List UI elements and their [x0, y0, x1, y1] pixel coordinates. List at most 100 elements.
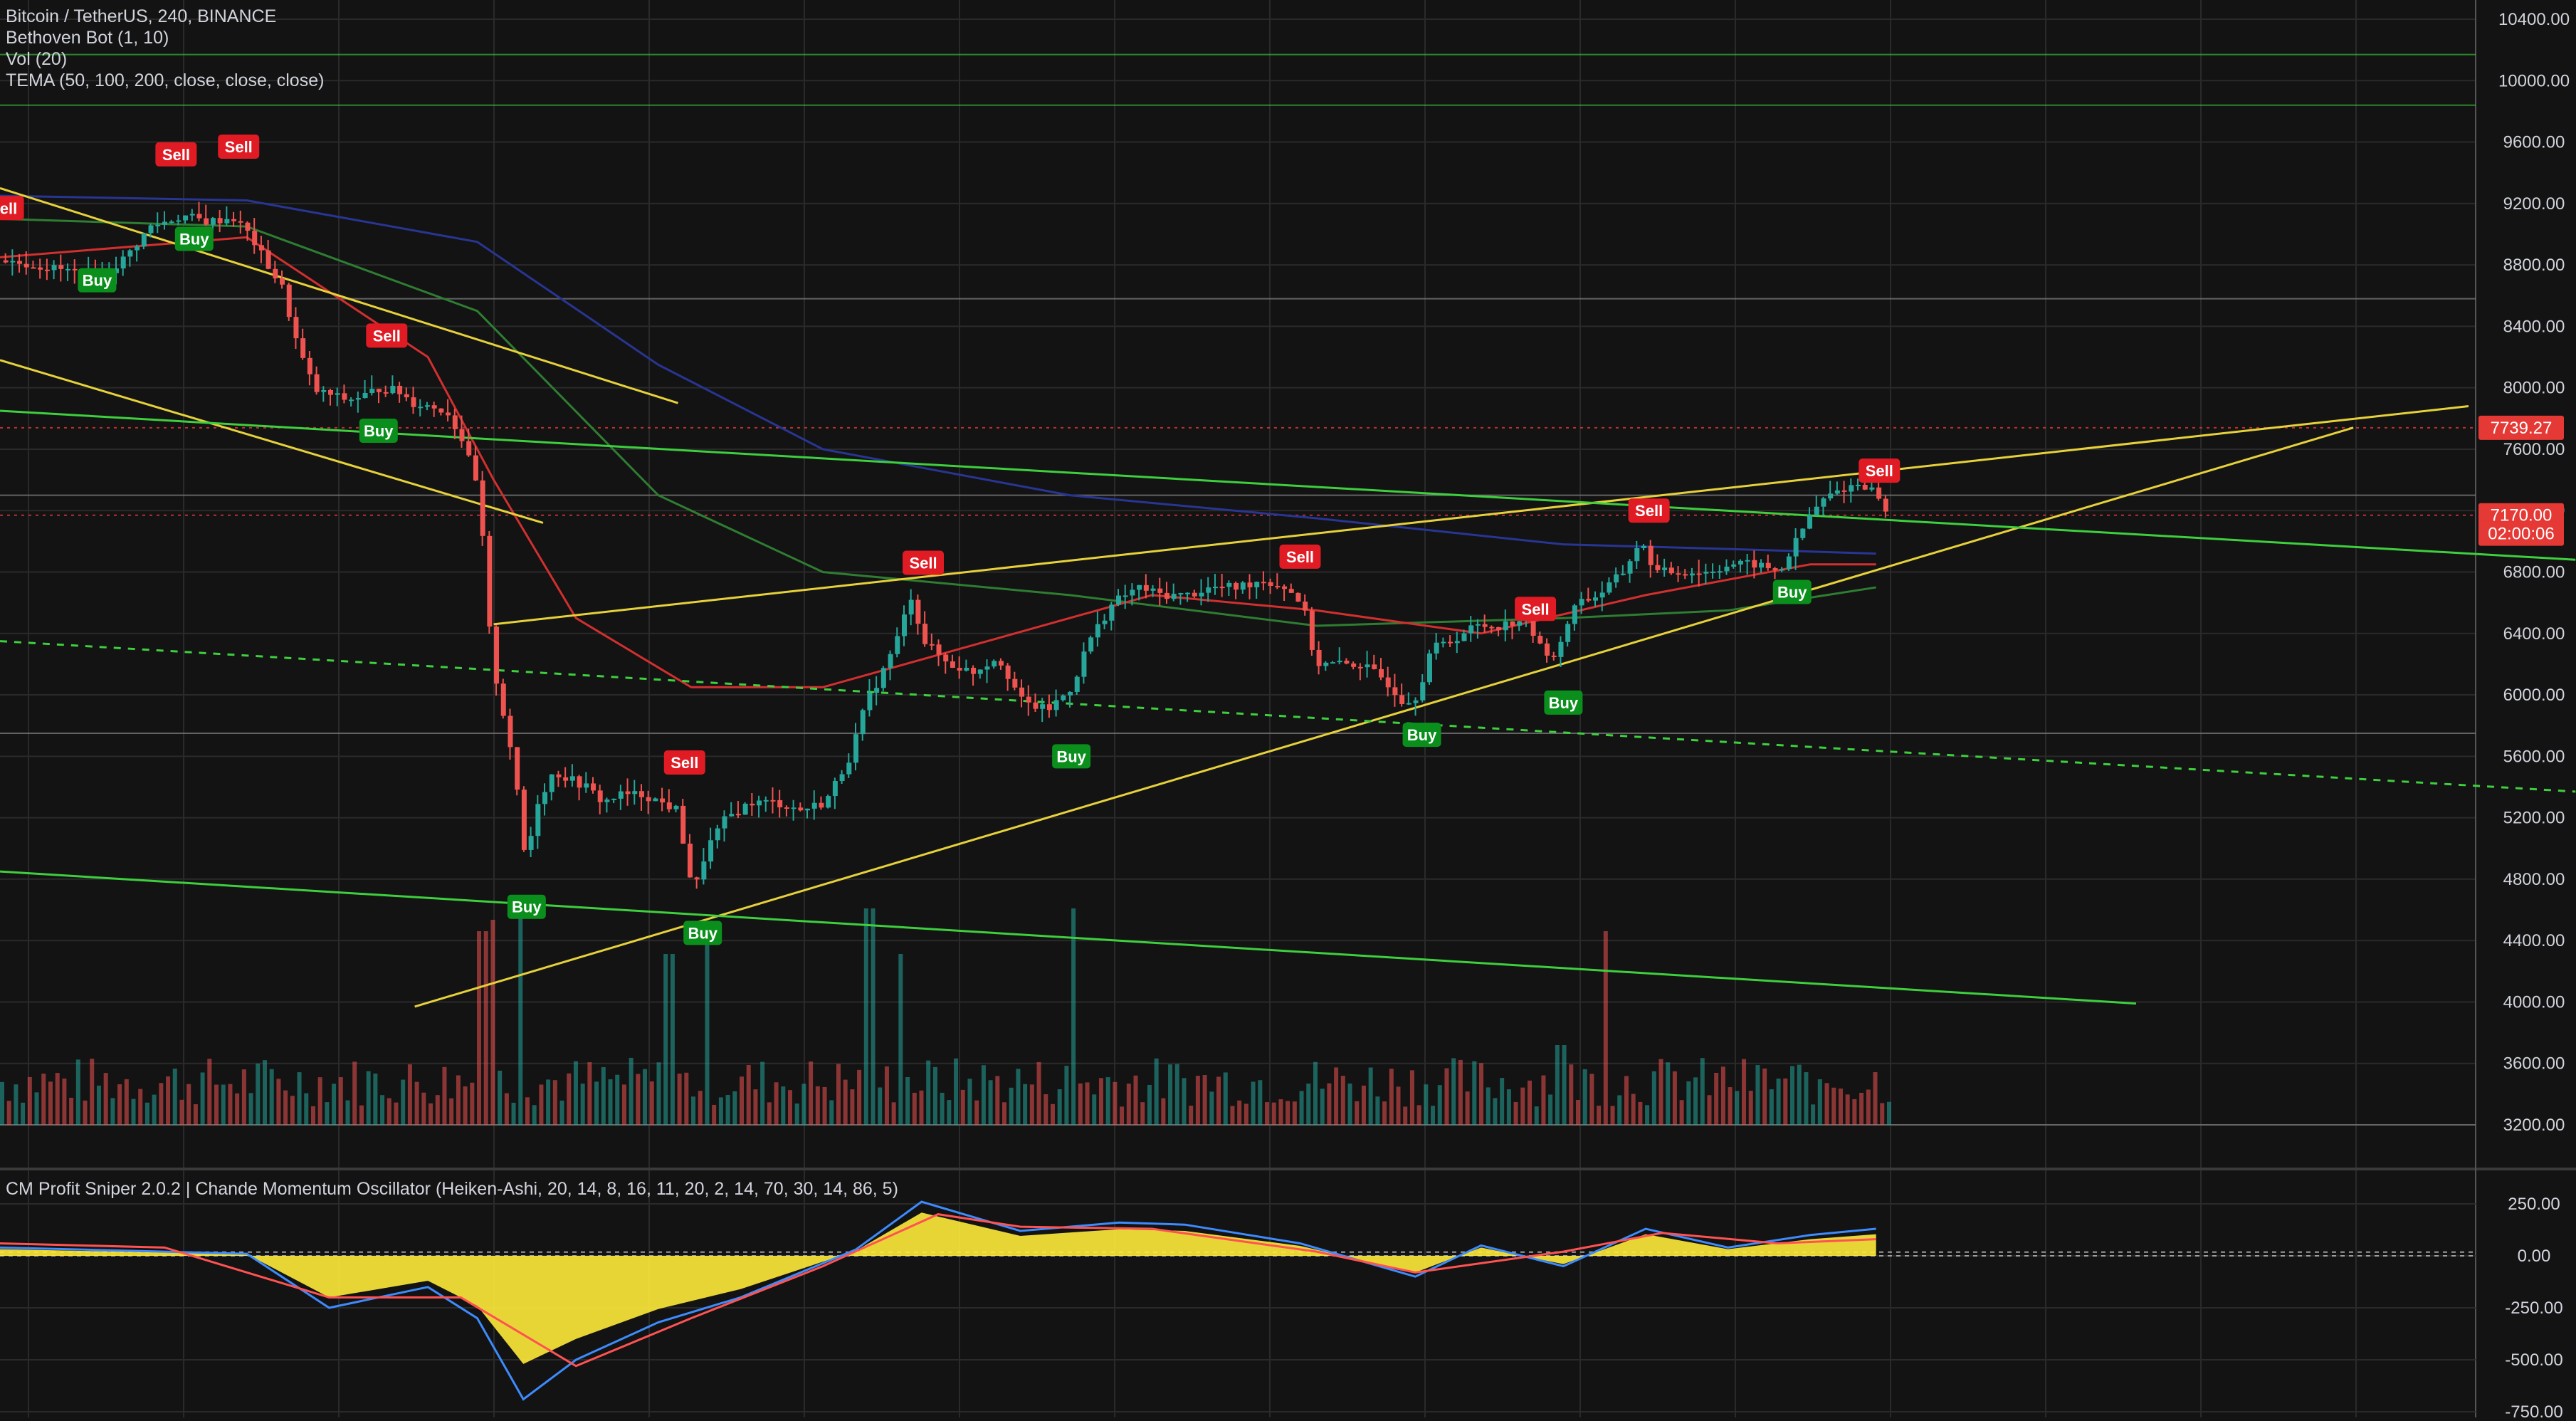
volume-bar: [1416, 1105, 1421, 1125]
candle-body: [113, 268, 119, 273]
candle-body: [321, 389, 327, 392]
volume-bar: [1500, 1078, 1505, 1125]
volume-bar: [691, 1096, 696, 1125]
volume-bar: [1679, 1100, 1684, 1125]
price-axis-tick: 10400.00: [2498, 10, 2570, 29]
volume-bar: [228, 1084, 233, 1125]
candle-body: [431, 405, 437, 409]
volume-bar: [1161, 1098, 1166, 1125]
volume-bar: [587, 1062, 592, 1125]
candle-body: [1323, 662, 1329, 666]
candle-body: [141, 233, 147, 247]
signal-label: Buy: [688, 924, 717, 942]
volume-bar: [794, 1103, 799, 1125]
volume-bar: [1174, 1064, 1179, 1125]
price-axis-tick: 9200.00: [2503, 194, 2565, 214]
volume-bar: [629, 1057, 634, 1125]
candle-body: [335, 393, 340, 395]
volume-bar: [781, 1086, 786, 1125]
sell-signal: Sell: [1628, 498, 1670, 523]
volume-bar: [1292, 1101, 1297, 1125]
candle-body: [418, 407, 424, 409]
volume-bar: [1824, 1083, 1829, 1125]
volume-bar: [325, 1102, 330, 1125]
candle-body: [176, 220, 182, 222]
candle-body: [1426, 653, 1432, 683]
candle-body: [1074, 676, 1080, 692]
price-tag: 7170.00: [2478, 503, 2564, 528]
volume-bar: [1098, 1078, 1103, 1125]
candle-body: [1040, 704, 1046, 709]
symbol-title[interactable]: Bitcoin / TetherUS, 240, BINANCE: [6, 6, 277, 26]
candle-body: [528, 836, 534, 850]
candle-body: [500, 683, 506, 716]
candle-body: [480, 480, 485, 536]
volume-bar: [1057, 1089, 1062, 1125]
candle-body: [584, 783, 589, 788]
volume-bar: [421, 1092, 426, 1125]
candle-body: [1192, 592, 1197, 597]
candle-body: [148, 225, 154, 234]
candle-body: [1496, 626, 1502, 631]
indicator-bethoven[interactable]: Bethoven Bot (1, 10): [6, 28, 169, 48]
candle-body: [915, 599, 921, 624]
trendline-green: [0, 870, 2137, 1005]
volume-bar: [1520, 1087, 1525, 1125]
volume-bar: [6, 1101, 11, 1125]
signal-label: Buy: [1407, 726, 1437, 744]
candle-body: [120, 256, 126, 269]
volume-bar: [0, 1081, 4, 1125]
volume-bar: [884, 1066, 889, 1125]
candle-body: [1779, 569, 1785, 571]
signal-label: Sell: [909, 555, 937, 572]
volume-bar: [1029, 1084, 1034, 1125]
candle-body: [653, 798, 658, 802]
candle-body: [638, 791, 644, 797]
signal-label: Buy: [179, 230, 209, 248]
indicator-volume[interactable]: Vol (20): [6, 49, 68, 69]
buy-signal: Buy: [359, 419, 398, 444]
volume-bar: [1714, 1072, 1719, 1125]
signal-label: Buy: [512, 898, 542, 916]
oscillator-title[interactable]: CM Profit Sniper 2.0.2 | Chande Momentum…: [6, 1179, 898, 1199]
volume-bar: [21, 1102, 26, 1125]
price-axis-tick: 6000.00: [2503, 686, 2565, 705]
buy-signal: Buy: [1052, 744, 1091, 769]
candle-body: [1489, 626, 1495, 629]
volume-bar: [380, 1095, 385, 1125]
candles-layer: [3, 201, 1888, 889]
signal-badge: [1628, 498, 1670, 523]
volume-bar: [166, 1076, 171, 1125]
price-axis-tick: 8000.00: [2503, 379, 2565, 398]
signal-badge: [78, 268, 117, 293]
volume-bar: [159, 1083, 164, 1125]
buy-signal: Buy: [1544, 690, 1583, 715]
candle-body: [17, 261, 23, 264]
volume-bar: [1651, 1071, 1656, 1125]
candle-body: [1862, 484, 1868, 490]
candle-body: [300, 338, 306, 358]
indicator-tema[interactable]: TEMA (50, 100, 200, close, close, close): [6, 70, 325, 90]
candle-body: [508, 715, 513, 748]
price-axis-tick: 10000.00: [2498, 71, 2570, 90]
volume-bar: [1002, 1102, 1007, 1125]
volume-bar: [1258, 1080, 1263, 1125]
candle-body: [1620, 573, 1626, 575]
candle-body: [701, 861, 707, 880]
volume-bar: [1700, 1058, 1705, 1125]
volume-bar: [1431, 1106, 1436, 1125]
candle-body: [1849, 485, 1854, 492]
volume-bar: [525, 1097, 530, 1125]
candle-body: [1759, 562, 1765, 568]
volume-bar: [760, 1061, 765, 1125]
volume-bar: [41, 1074, 46, 1125]
volume-bar: [1638, 1101, 1643, 1125]
volume-bar: [1610, 1106, 1615, 1125]
candle-body: [811, 802, 817, 809]
candle-body: [1883, 498, 1888, 512]
candle-body: [238, 221, 243, 223]
price-tag-bg: [2478, 521, 2564, 546]
candle-body: [1275, 586, 1281, 588]
